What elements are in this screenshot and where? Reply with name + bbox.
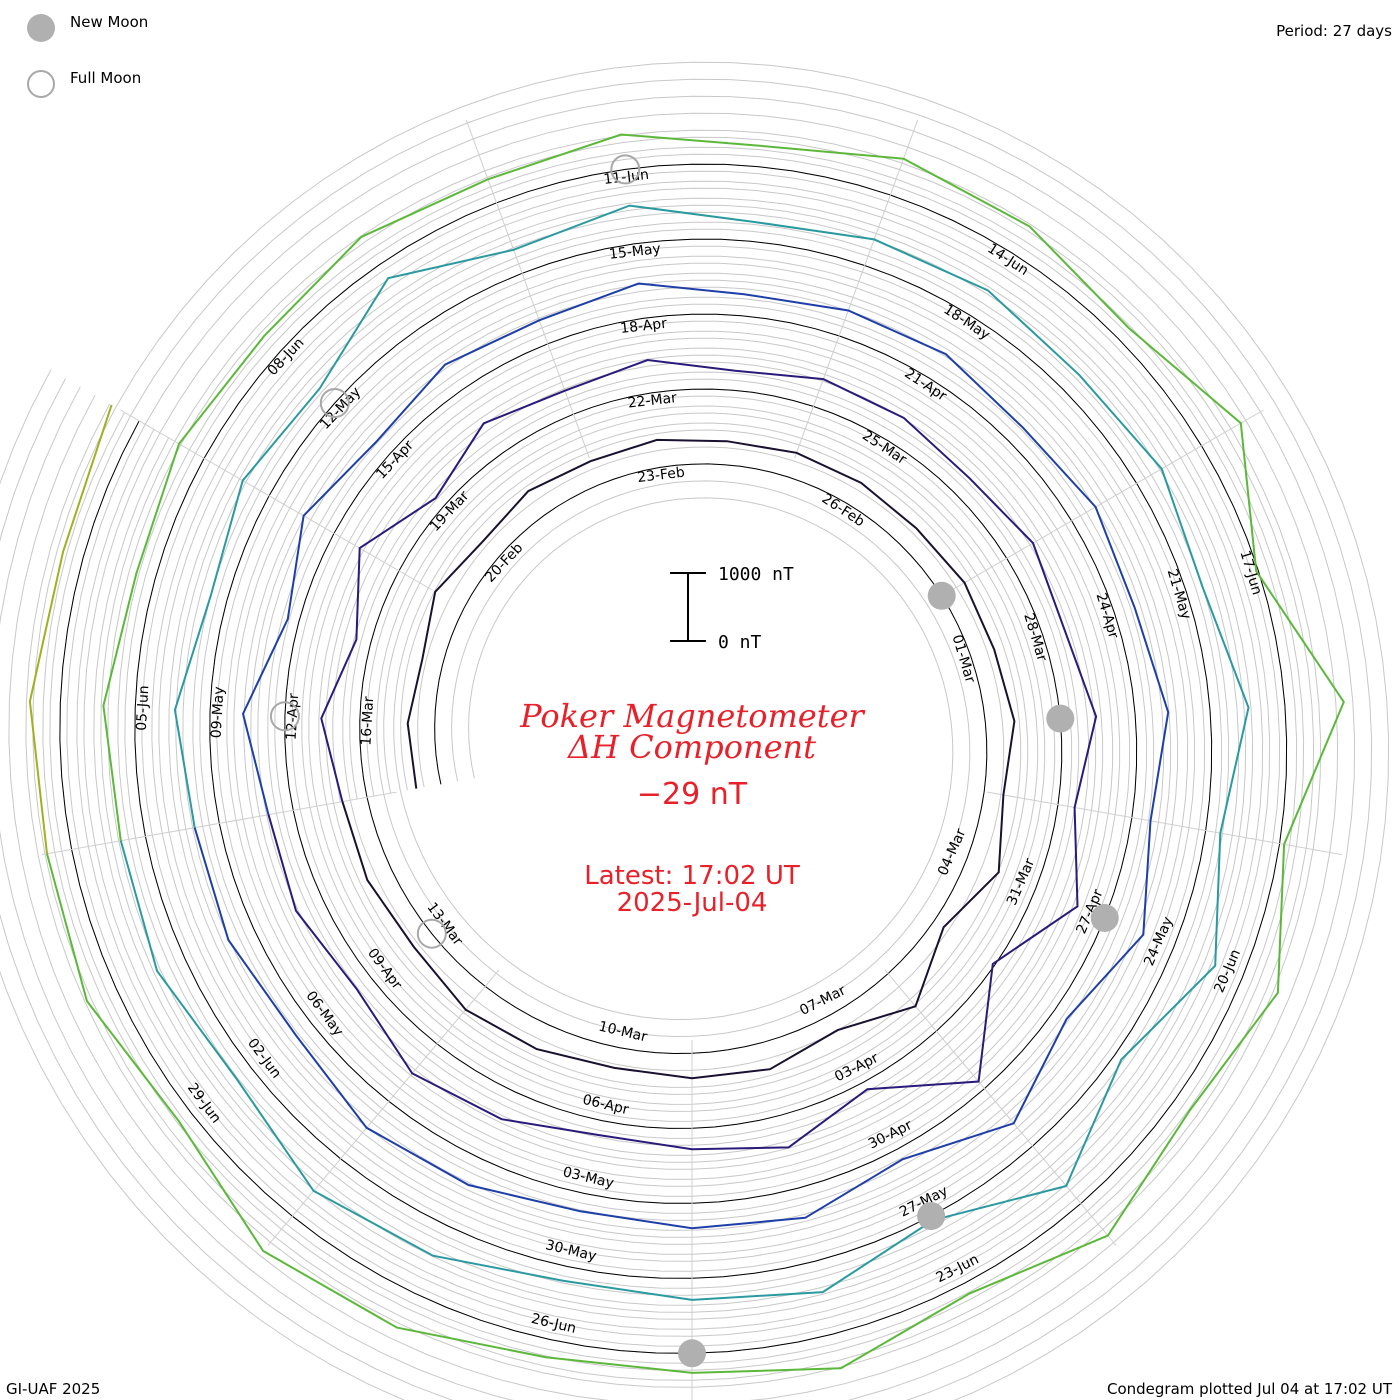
- series-trace-1: [341, 438, 1016, 1080]
- plotted-timestamp: Condegram plotted Jul 04 at 17:02 UT: [1106, 1380, 1392, 1398]
- scale-bar: 1000 nT 0 nT: [670, 564, 794, 653]
- date-label: 18-Apr: [619, 316, 668, 337]
- date-label: 14-Jun: [984, 241, 1031, 279]
- date-label: 31-Mar: [1004, 856, 1038, 908]
- new-moon-marker: [1046, 704, 1075, 733]
- date-label: 16-Mar: [358, 696, 377, 746]
- full-moon-marker: [416, 918, 447, 949]
- full-moon-marker: [269, 701, 300, 732]
- new-moon-marker: [927, 581, 956, 610]
- period-label: Period: 27 days: [1276, 22, 1392, 40]
- new-moon-marker: [917, 1202, 946, 1231]
- date-label: 12-May: [317, 384, 364, 433]
- radial-spoke: [120, 409, 433, 591]
- date-label: 09-May: [209, 686, 228, 739]
- series-layer: [28, 133, 1345, 1374]
- credit-label: GI-UAF 2025: [6, 1380, 101, 1398]
- date-label: 11-Jun: [603, 167, 650, 188]
- date-label: 04-Mar: [935, 826, 969, 878]
- radial-spoke: [987, 791, 1343, 856]
- date-label: 13-Mar: [423, 900, 465, 949]
- date-label: 01-Mar: [948, 633, 978, 685]
- date-label: 23-Feb: [636, 465, 685, 486]
- date-label: 12-Apr: [284, 693, 303, 741]
- date-label: 08-Jun: [265, 335, 308, 379]
- latest-date: 2025-Jul-04: [617, 888, 768, 918]
- radial-spoke: [41, 791, 397, 856]
- date-label: 15-May: [608, 241, 661, 263]
- scale-top-label: 1000 nT: [718, 564, 794, 585]
- date-label: 19-Mar: [427, 488, 473, 535]
- chart-title-line1: Poker Magnetometer: [519, 697, 865, 735]
- radial-spoke: [465, 119, 590, 459]
- scale-bottom-label: 0 nT: [718, 632, 762, 653]
- full-moon-legend-icon: [27, 70, 55, 98]
- series-trace-6: [28, 404, 113, 854]
- series-trace-2: [267, 358, 1098, 1151]
- date-label: 02-Jun: [244, 1035, 284, 1081]
- date-label: 28-Mar: [1020, 611, 1050, 663]
- date-label: 09-Apr: [364, 945, 405, 992]
- date-label: 03-May: [561, 1164, 615, 1191]
- date-label: 06-May: [302, 988, 346, 1039]
- date-label: 21-May: [1164, 567, 1194, 621]
- date-label: 03-Apr: [832, 1050, 881, 1085]
- date-label: 10-Mar: [597, 1019, 649, 1046]
- full-moon-marker: [319, 388, 350, 418]
- new-moon-legend-icon: [27, 14, 55, 42]
- date-label: 26-Feb: [819, 491, 868, 531]
- radial-spoke: [267, 969, 500, 1246]
- date-label: 07-Mar: [797, 982, 848, 1019]
- new-moon-marker: [678, 1339, 706, 1368]
- series-trace-4: [119, 204, 1250, 1301]
- latest-time: Latest: 17:02 UT: [584, 861, 800, 891]
- new-moon-marker: [1090, 904, 1119, 932]
- current-value: −29 nT: [637, 777, 748, 812]
- date-label: 05-Jun: [134, 685, 153, 731]
- full-moon-marker: [610, 154, 641, 185]
- radial-spoke: [951, 409, 1264, 591]
- date-label: 29-Jun: [184, 1080, 224, 1126]
- radial-spoke: [794, 119, 919, 459]
- date-label: 21-Apr: [901, 366, 949, 405]
- chart-title-line2: ΔH Component: [566, 728, 816, 766]
- full-moon-legend-label: Full Moon: [70, 69, 142, 87]
- date-label: 20-Feb: [482, 540, 526, 586]
- new-moon-legend-label: New Moon: [70, 13, 149, 31]
- date-label: 22-Mar: [627, 390, 678, 412]
- series-trace-3: [193, 282, 1170, 1230]
- date-label: 15-Apr: [373, 437, 417, 482]
- radial-spoke: [884, 969, 1117, 1246]
- date-label: 30-Apr: [866, 1117, 915, 1152]
- series-trace-5: [46, 133, 1345, 1374]
- moon-markers: [269, 154, 1119, 1368]
